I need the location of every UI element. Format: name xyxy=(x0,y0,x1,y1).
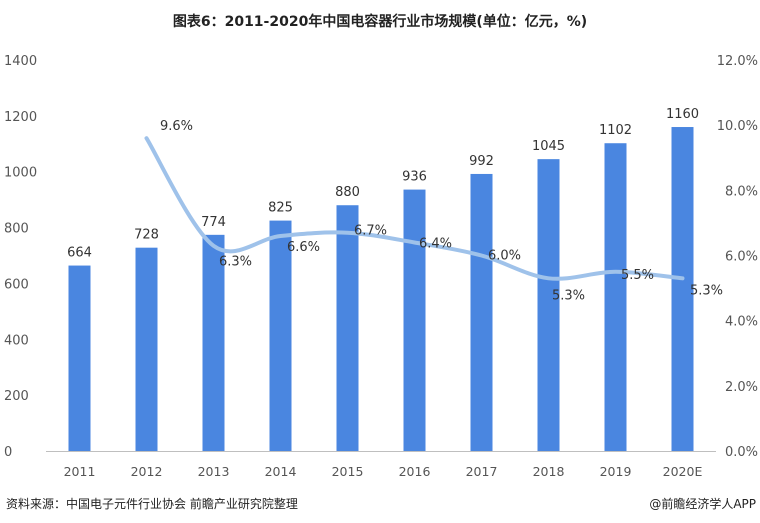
growth-line xyxy=(144,136,685,281)
right-axis-tick-label: 10.0% xyxy=(717,119,758,134)
bar xyxy=(671,127,694,452)
line-value-label: 6.4% xyxy=(419,236,452,251)
source-note: 资料来源：中国电子元件行业协会 前瞻产业研究院整理 xyxy=(6,496,298,511)
x-axis-tick-label: 2013 xyxy=(198,464,230,479)
left-axis-tick-label: 0 xyxy=(4,445,12,460)
bar-value-label: 1102 xyxy=(599,123,632,138)
bar xyxy=(202,234,225,451)
x-axis-tick-label: 2014 xyxy=(265,464,297,479)
bar xyxy=(403,189,426,452)
x-axis: 2011 2012 2013 2014 2015 2016 2017 2018 2019 2020… xyxy=(46,451,716,479)
x-axis-tick-label: 2020E xyxy=(663,464,703,479)
left-axis-tick-label: 800 xyxy=(4,222,29,237)
right-axis-tick-label: 12.0% xyxy=(717,54,758,69)
left-axis: 0 200 400 600 800 1000 1200 1400 xyxy=(4,54,37,460)
bar xyxy=(135,247,158,451)
line-value-label: 5.5% xyxy=(621,268,654,283)
growth-line-series: 9.6% 6.3% 6.6% 6.7% 6.4% 6.0% 5.3% 5.5% 5.3% xyxy=(144,119,723,303)
x-axis-tick-label: 2015 xyxy=(332,464,364,479)
left-axis-tick-label: 400 xyxy=(4,333,29,348)
right-axis-tick-label: 8.0% xyxy=(725,184,758,199)
x-axis-tick-label: 2011 xyxy=(64,464,96,479)
bar-value-label: 825 xyxy=(268,201,293,216)
right-axis-tick-label: 0.0% xyxy=(725,445,758,460)
x-axis-tick-label: 2019 xyxy=(600,464,632,479)
bar xyxy=(68,265,91,451)
right-axis: 0.0% 2.0% 4.0% 6.0% 8.0% 10.0% 12.0% xyxy=(717,54,758,460)
line-value-label: 6.3% xyxy=(219,255,252,270)
right-axis-tick-label: 6.0% xyxy=(725,250,758,265)
left-axis-tick-label: 200 xyxy=(4,389,29,404)
x-axis-tick-label: 2012 xyxy=(131,464,163,479)
left-axis-tick-label: 600 xyxy=(4,277,29,292)
right-axis-tick-label: 2.0% xyxy=(725,380,758,395)
line-value-label: 6.6% xyxy=(287,240,320,255)
line-value-label: 5.3% xyxy=(552,288,585,303)
chart-title: 图表6：2011-2020年中国电容器行业市场规模(单位：亿元，%) xyxy=(173,13,587,30)
bar-series: 664 728 774 825 880 936 992 1045 1102 1160 xyxy=(67,107,699,452)
left-axis-tick-label: 1200 xyxy=(4,110,37,125)
bar-value-label: 936 xyxy=(402,170,427,185)
bar xyxy=(269,220,292,451)
bar xyxy=(537,159,560,451)
bar xyxy=(604,143,627,451)
bar-value-label: 728 xyxy=(134,228,159,243)
left-axis-tick-label: 1000 xyxy=(4,166,37,181)
bar xyxy=(470,173,493,451)
line-value-label: 5.3% xyxy=(690,283,723,298)
x-axis-tick-label: 2016 xyxy=(399,464,431,479)
line-value-label: 9.6% xyxy=(160,119,193,134)
line-value-label: 6.0% xyxy=(488,249,521,264)
bar xyxy=(336,205,359,451)
bar-value-label: 664 xyxy=(67,246,92,261)
line-value-label: 6.7% xyxy=(354,224,387,239)
left-axis-tick-label: 1400 xyxy=(4,54,37,69)
bar-value-label: 992 xyxy=(469,154,494,169)
bar-value-label: 1160 xyxy=(666,107,699,122)
bar-value-label: 774 xyxy=(201,215,226,230)
x-axis-tick-label: 2017 xyxy=(466,464,498,479)
x-axis-tick-label: 2018 xyxy=(533,464,565,479)
right-axis-tick-label: 4.0% xyxy=(725,315,758,330)
brand-credit: @前瞻经济学人APP xyxy=(649,496,756,511)
bar-value-label: 1045 xyxy=(532,139,565,154)
bar-value-label: 880 xyxy=(335,185,360,200)
